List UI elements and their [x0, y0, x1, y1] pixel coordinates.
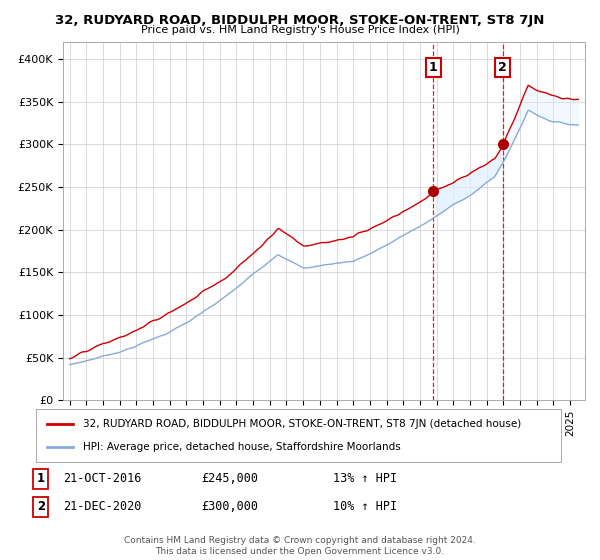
Text: 32, RUDYARD ROAD, BIDDULPH MOOR, STOKE-ON-TRENT, ST8 7JN (detached house): 32, RUDYARD ROAD, BIDDULPH MOOR, STOKE-O… — [83, 419, 521, 429]
Text: 32, RUDYARD ROAD, BIDDULPH MOOR, STOKE-ON-TRENT, ST8 7JN: 32, RUDYARD ROAD, BIDDULPH MOOR, STOKE-O… — [55, 14, 545, 27]
Text: 1: 1 — [37, 472, 45, 486]
Text: £300,000: £300,000 — [201, 500, 258, 514]
Text: HPI: Average price, detached house, Staffordshire Moorlands: HPI: Average price, detached house, Staf… — [83, 442, 401, 452]
Text: 21-OCT-2016: 21-OCT-2016 — [63, 472, 142, 486]
Text: 21-DEC-2020: 21-DEC-2020 — [63, 500, 142, 514]
Text: £245,000: £245,000 — [201, 472, 258, 486]
Text: Price paid vs. HM Land Registry's House Price Index (HPI): Price paid vs. HM Land Registry's House … — [140, 25, 460, 35]
Text: 2: 2 — [37, 500, 45, 514]
Text: Contains HM Land Registry data © Crown copyright and database right 2024.
This d: Contains HM Land Registry data © Crown c… — [124, 536, 476, 556]
Text: 10% ↑ HPI: 10% ↑ HPI — [333, 500, 397, 514]
Text: 1: 1 — [429, 61, 438, 74]
Text: 13% ↑ HPI: 13% ↑ HPI — [333, 472, 397, 486]
Text: 2: 2 — [499, 61, 507, 74]
